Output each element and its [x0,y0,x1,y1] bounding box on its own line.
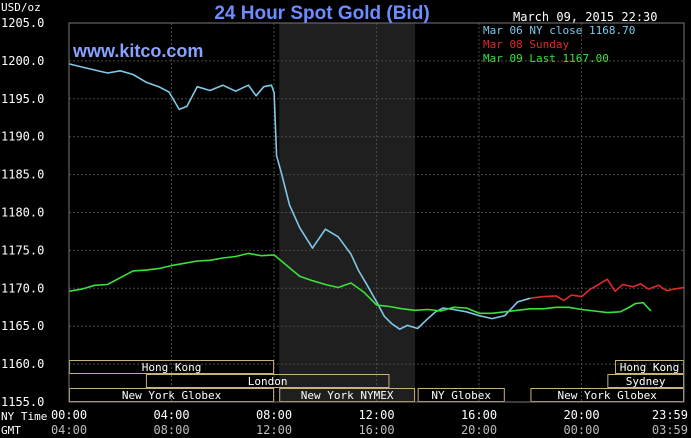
x-tick-label-ny: 16:00 [461,408,497,422]
y-tick-label: 1200.0 [1,54,44,68]
session-box-label: Sydney [626,375,666,388]
y-tick-label: 1185.0 [1,168,44,182]
series-line-2 [530,278,685,302]
session-box: Hong Kong [615,360,685,374]
y-tick-label: 1190.0 [1,130,44,144]
y-tick-label: 1165.0 [1,319,44,333]
y-tick-label: 1170.0 [1,281,44,295]
y-tick-label: 1155.0 [1,395,44,409]
x-tick-label-ny: 00:00 [51,408,87,422]
session-box-label: New York NYMEX [301,389,394,402]
session-box: London [145,374,390,388]
x-tick-label-ny: 23:59 [652,408,688,422]
chart-legend: Mar 06 NY close 1168.70 Mar 08 Sunday Ma… [483,24,635,65]
legend-entry-mar06: Mar 06 NY close 1168.70 [483,24,635,37]
series-line-3 [68,252,652,315]
x-tick-label-gmt: 03:59 [652,423,688,437]
session-box-label: Hong Kong [620,361,680,374]
y-tick-label: 1205.0 [1,16,44,30]
x-tick-label-ny: 04:00 [153,408,189,422]
x-axis-ny-time-label: NY Time [1,410,47,423]
x-tick-label-ny: 20:00 [563,408,599,422]
legend-entry-mar09: Mar 09 Last 1167.00 [483,52,609,65]
y-tick-label: 1195.0 [1,92,44,106]
session-box-label: London [248,375,288,388]
plot-frame [68,22,685,403]
x-axis-gmt-label: GMT [1,424,21,437]
website-watermark[interactable]: www.kitco.com [72,41,203,61]
x-tick-label-gmt: 00:00 [563,423,599,437]
session-box-label: NY Globex [431,389,491,402]
legend-entry-mar08: Mar 08 Sunday [483,38,569,51]
series-line-1 [68,63,531,331]
session-box-label: Hong Kong [142,361,202,374]
timestamp-label: March 09, 2015 22:30 [513,10,658,24]
session-box-label: New York Globex [122,389,222,402]
x-tick-label-ny: 08:00 [256,408,292,422]
session-box-frame [145,374,390,388]
x-tick-label-gmt: 08:00 [153,423,189,437]
y-axis-unit-label: USD/oz [1,1,41,14]
chart-title: 24 Hour Spot Gold (Bid) [214,3,429,24]
y-tick-label: 1160.0 [1,357,44,371]
session-box-label: New York Globex [558,389,658,402]
y-tick-label: 1180.0 [1,206,44,220]
y-tick-label: 1175.0 [1,243,44,257]
x-tick-label-gmt: 04:00 [51,423,87,437]
x-tick-label-gmt: 12:00 [256,423,292,437]
x-tick-label-gmt: 16:00 [358,423,394,437]
x-tick-label-gmt: 20:00 [461,423,497,437]
x-tick-label-ny: 12:00 [358,408,394,422]
